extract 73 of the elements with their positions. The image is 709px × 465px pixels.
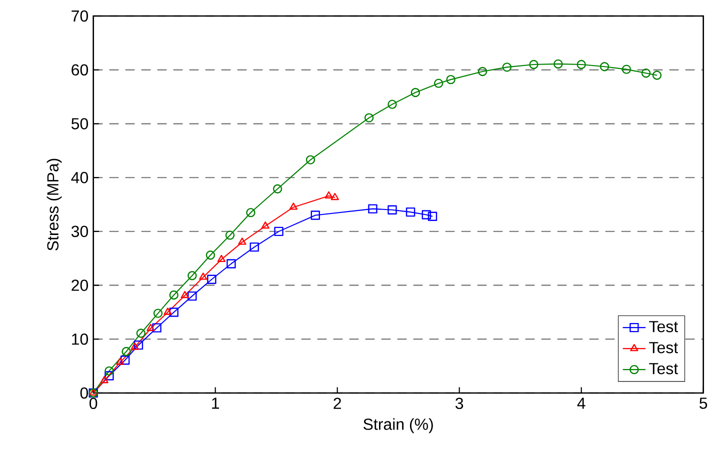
point <box>272 184 282 194</box>
y-tick-label: 20 <box>72 280 88 291</box>
point <box>169 308 178 317</box>
point <box>446 74 456 84</box>
point <box>250 242 259 252</box>
y-tick-label: 70 <box>72 10 88 22</box>
y-tick-label: 40 <box>71 172 88 184</box>
point <box>164 308 172 315</box>
legend-label: Test <box>649 363 678 374</box>
point <box>529 60 538 70</box>
point <box>169 290 178 300</box>
point <box>104 366 114 376</box>
point <box>330 192 339 200</box>
point <box>576 60 586 70</box>
x-tick-label: 5 <box>700 398 708 409</box>
point <box>306 155 316 164</box>
point <box>246 208 256 218</box>
x-tick-label: 0 <box>90 398 98 410</box>
point <box>478 66 488 76</box>
point <box>368 204 378 214</box>
point <box>406 207 416 217</box>
point <box>225 230 235 240</box>
legend-label: Test <box>649 342 678 354</box>
point <box>641 68 651 78</box>
point <box>388 205 397 214</box>
point <box>152 323 162 332</box>
point <box>188 291 197 301</box>
x-tick-label: 2 <box>334 398 341 409</box>
point <box>146 324 155 331</box>
point <box>310 210 320 220</box>
point <box>199 272 208 280</box>
point <box>134 340 144 350</box>
point <box>180 290 189 298</box>
point <box>622 64 632 74</box>
point <box>206 250 216 260</box>
x-tick-label: 3 <box>455 398 464 410</box>
point <box>104 371 114 380</box>
y-tick-label: 0 <box>80 387 88 399</box>
point <box>100 376 108 384</box>
point <box>600 62 610 72</box>
y-tick-label: 10 <box>72 333 88 345</box>
point <box>217 254 226 262</box>
point <box>434 78 444 88</box>
point <box>116 358 124 365</box>
x-tick-label: 4 <box>577 398 586 409</box>
point <box>207 274 216 284</box>
point <box>410 88 420 98</box>
point <box>153 308 163 318</box>
point <box>238 238 246 245</box>
x-axis-title: Strain (%) <box>364 418 433 434</box>
point <box>364 113 374 122</box>
point <box>188 270 197 280</box>
point <box>554 59 563 69</box>
y-tick-label: 30 <box>71 226 88 238</box>
y-axis-title: Stress (MPa) <box>46 158 62 250</box>
point <box>136 328 146 338</box>
point <box>120 356 130 365</box>
point <box>428 212 438 221</box>
point <box>122 346 131 356</box>
point <box>652 70 662 80</box>
point <box>261 221 270 229</box>
point <box>289 202 298 210</box>
y-tick-label: 60 <box>72 64 88 76</box>
point <box>324 191 333 198</box>
x-tick-label: 1 <box>212 398 219 409</box>
point <box>130 342 139 350</box>
point <box>226 259 236 268</box>
point <box>502 62 512 72</box>
point <box>388 100 397 109</box>
point <box>274 226 284 236</box>
y-tick-label: 50 <box>71 118 88 130</box>
legend-label: Test <box>649 321 678 332</box>
point <box>422 210 431 220</box>
